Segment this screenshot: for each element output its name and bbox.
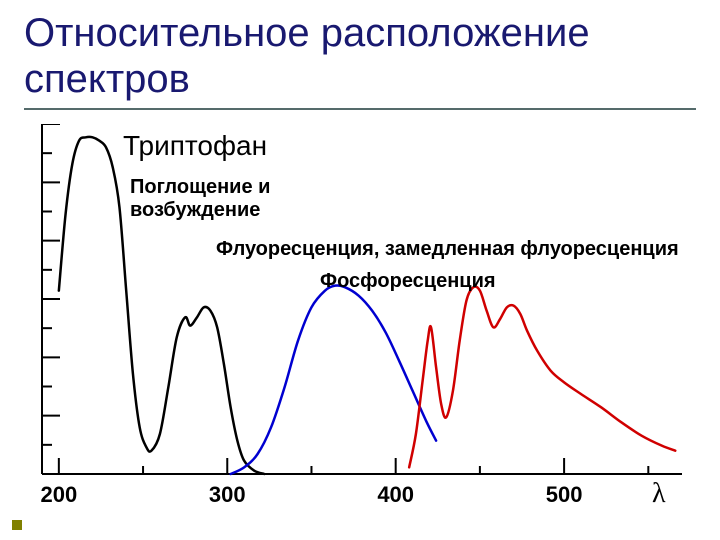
title-underline bbox=[24, 108, 696, 110]
page-title: Относительное расположение спектров bbox=[24, 10, 696, 102]
fluorescence-label: Флуоресценция, замедленная флуоресценция bbox=[216, 238, 679, 261]
lambda-symbol: λ bbox=[652, 478, 666, 510]
fluorescence-curve bbox=[231, 285, 436, 474]
x-tick-500: 500 bbox=[546, 482, 583, 508]
corner-decoration-icon bbox=[12, 520, 22, 530]
absorption-label: Поглощение и возбуждение bbox=[130, 176, 270, 222]
phosphorescence-curve bbox=[409, 287, 675, 468]
phosphorescence-label: Фосфоресценция bbox=[320, 270, 496, 293]
compound-label: Триптофан bbox=[123, 130, 267, 162]
chart-svg bbox=[6, 124, 714, 524]
x-tick-400: 400 bbox=[377, 482, 414, 508]
x-tick-200: 200 bbox=[40, 482, 77, 508]
spectrum-chart: Триптофан Поглощение и возбуждение Флуор… bbox=[6, 124, 714, 524]
slide: Относительное расположение спектров Трип… bbox=[0, 0, 720, 540]
title-block: Относительное расположение спектров bbox=[24, 10, 696, 110]
x-tick-300: 300 bbox=[209, 482, 246, 508]
